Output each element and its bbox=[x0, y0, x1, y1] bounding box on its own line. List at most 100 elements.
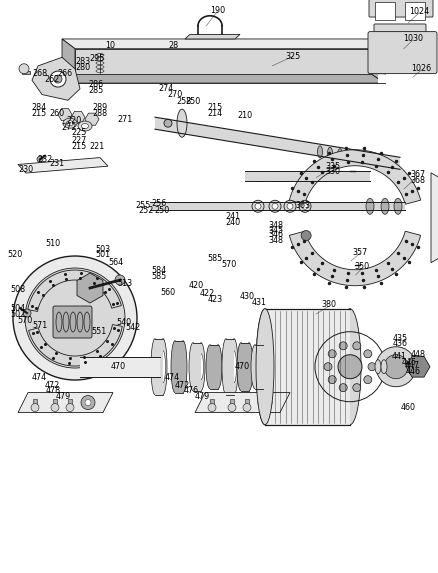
Circle shape bbox=[85, 399, 91, 406]
Ellipse shape bbox=[283, 201, 295, 212]
Text: 472: 472 bbox=[45, 380, 60, 390]
Text: 330: 330 bbox=[325, 167, 339, 176]
Polygon shape bbox=[254, 345, 262, 388]
Text: 215: 215 bbox=[207, 103, 222, 112]
Text: 256: 256 bbox=[151, 199, 166, 208]
Polygon shape bbox=[371, 39, 384, 83]
Text: 240: 240 bbox=[225, 218, 240, 227]
Text: 542: 542 bbox=[125, 323, 140, 332]
Polygon shape bbox=[28, 270, 121, 311]
FancyBboxPatch shape bbox=[53, 306, 92, 338]
Ellipse shape bbox=[171, 341, 179, 393]
Text: 214: 214 bbox=[207, 109, 222, 118]
Text: 479: 479 bbox=[56, 392, 71, 401]
Text: 348: 348 bbox=[268, 236, 283, 245]
Bar bbox=[68, 399, 72, 407]
Ellipse shape bbox=[301, 203, 307, 209]
Circle shape bbox=[339, 342, 346, 350]
Ellipse shape bbox=[377, 155, 381, 166]
Polygon shape bbox=[193, 343, 201, 391]
Text: 28: 28 bbox=[168, 41, 178, 50]
Polygon shape bbox=[289, 150, 420, 205]
Text: 441: 441 bbox=[391, 352, 406, 361]
Ellipse shape bbox=[197, 343, 205, 391]
Text: 476: 476 bbox=[183, 386, 198, 395]
Ellipse shape bbox=[317, 146, 322, 158]
Text: 435: 435 bbox=[392, 333, 407, 343]
Text: 220: 220 bbox=[66, 116, 81, 125]
Polygon shape bbox=[244, 171, 369, 182]
Text: 345: 345 bbox=[268, 226, 283, 235]
Bar bbox=[53, 399, 57, 407]
Text: 585: 585 bbox=[207, 254, 222, 264]
Text: 508: 508 bbox=[10, 285, 25, 294]
Text: 446: 446 bbox=[405, 367, 420, 376]
Circle shape bbox=[227, 403, 236, 411]
Circle shape bbox=[337, 355, 361, 379]
Text: 504: 504 bbox=[10, 304, 25, 313]
Ellipse shape bbox=[254, 174, 265, 179]
Text: 422: 422 bbox=[199, 289, 214, 298]
Circle shape bbox=[363, 376, 371, 384]
Ellipse shape bbox=[338, 309, 360, 425]
Text: 363: 363 bbox=[295, 201, 310, 210]
Circle shape bbox=[339, 384, 346, 391]
Text: 584: 584 bbox=[151, 266, 166, 275]
Text: 266: 266 bbox=[57, 69, 72, 78]
Text: 289: 289 bbox=[92, 103, 107, 112]
Text: 262: 262 bbox=[44, 74, 59, 84]
Text: 474: 474 bbox=[164, 372, 179, 382]
Text: 380: 380 bbox=[321, 300, 336, 309]
Circle shape bbox=[243, 403, 251, 411]
Text: 258: 258 bbox=[176, 97, 191, 107]
Text: 564: 564 bbox=[109, 258, 124, 267]
Bar bbox=[381, 38, 397, 50]
Polygon shape bbox=[77, 273, 103, 303]
Text: 502: 502 bbox=[10, 309, 25, 319]
Text: 560: 560 bbox=[160, 288, 175, 297]
Ellipse shape bbox=[393, 198, 401, 214]
Text: 1024: 1024 bbox=[408, 7, 428, 16]
Circle shape bbox=[164, 119, 172, 127]
Text: 280: 280 bbox=[76, 63, 91, 72]
Text: 325: 325 bbox=[285, 52, 300, 61]
Text: 551: 551 bbox=[91, 327, 106, 336]
Polygon shape bbox=[155, 339, 162, 395]
Ellipse shape bbox=[179, 341, 187, 393]
Circle shape bbox=[115, 275, 125, 285]
Text: 350: 350 bbox=[354, 262, 369, 271]
Text: 368: 368 bbox=[410, 176, 424, 185]
Polygon shape bbox=[240, 343, 248, 391]
Text: 1026: 1026 bbox=[410, 64, 431, 73]
Text: 479: 479 bbox=[194, 392, 209, 401]
Ellipse shape bbox=[290, 171, 308, 182]
Text: 225: 225 bbox=[71, 128, 87, 138]
Polygon shape bbox=[175, 341, 183, 393]
Circle shape bbox=[54, 75, 62, 83]
FancyBboxPatch shape bbox=[368, 0, 432, 17]
Text: 285: 285 bbox=[88, 86, 103, 95]
Circle shape bbox=[19, 64, 29, 74]
Text: 272: 272 bbox=[61, 123, 77, 132]
Text: 268: 268 bbox=[32, 69, 47, 78]
Text: 346: 346 bbox=[268, 230, 283, 240]
Text: 470: 470 bbox=[234, 362, 249, 371]
Circle shape bbox=[328, 376, 336, 384]
Polygon shape bbox=[150, 202, 404, 210]
Ellipse shape bbox=[151, 339, 159, 395]
Text: 215: 215 bbox=[71, 142, 86, 151]
Ellipse shape bbox=[66, 121, 73, 125]
Ellipse shape bbox=[294, 174, 304, 179]
Text: 288: 288 bbox=[92, 109, 107, 118]
Polygon shape bbox=[75, 49, 384, 83]
Circle shape bbox=[81, 395, 95, 410]
Circle shape bbox=[352, 342, 360, 350]
Polygon shape bbox=[18, 393, 113, 413]
Bar bbox=[404, 2, 424, 20]
Text: 367: 367 bbox=[410, 170, 424, 179]
Bar bbox=[244, 399, 248, 407]
Text: 348: 348 bbox=[268, 221, 283, 230]
Text: 357: 357 bbox=[352, 248, 367, 257]
Ellipse shape bbox=[268, 201, 280, 212]
Circle shape bbox=[51, 403, 59, 411]
